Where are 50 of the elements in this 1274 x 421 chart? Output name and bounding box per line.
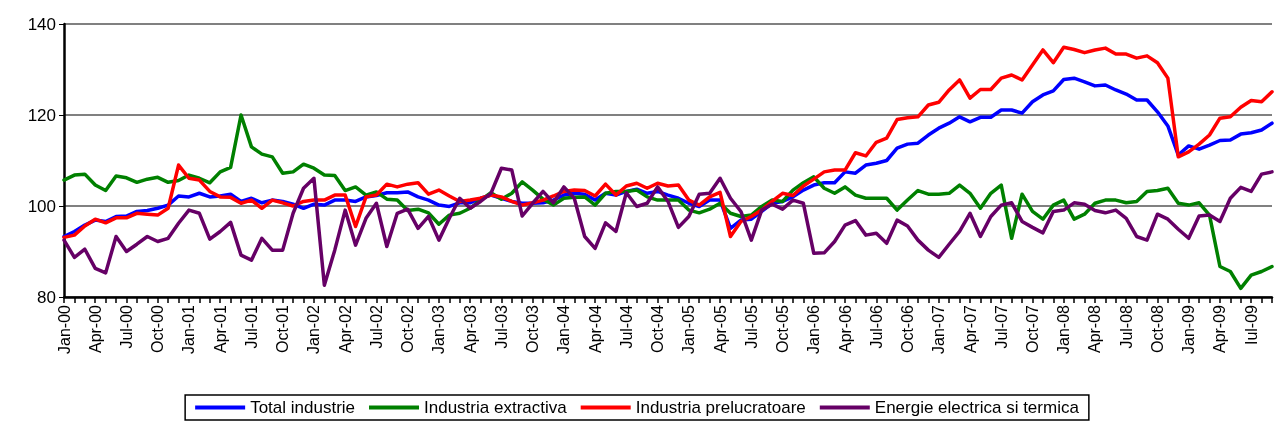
- x-tick-label: Jul-07: [992, 304, 1010, 349]
- y-tick-label: 140: [27, 14, 56, 34]
- legend-label: Industria extractiva: [424, 398, 568, 417]
- x-tick-label: Apr-06: [836, 304, 854, 354]
- y-tick-label: 100: [27, 196, 56, 216]
- x-tick-label: Jan-06: [805, 304, 823, 354]
- x-tick-label: Jan-05: [680, 304, 698, 354]
- x-tick-label: Jan-09: [1180, 304, 1198, 354]
- x-tick-label: Jan-01: [180, 304, 198, 354]
- x-tick-label: Oct-07: [1023, 304, 1041, 354]
- x-tick-label: Jul-02: [367, 304, 385, 349]
- x-tick-label: Oct-03: [524, 304, 542, 354]
- x-tick-label: Apr-00: [86, 304, 104, 354]
- x-tick-label: Jan-07: [930, 304, 948, 354]
- x-tick-label: Jan-08: [1055, 304, 1073, 354]
- x-tick-label: Apr-07: [961, 304, 979, 354]
- x-tick-label: Jul-05: [742, 304, 760, 349]
- x-tick-label: Apr-03: [461, 304, 479, 354]
- x-tick-label: Oct-04: [649, 304, 667, 354]
- x-tick-label: Jul-06: [867, 304, 885, 349]
- y-tick-label: 80: [37, 287, 56, 307]
- line-series: [62, 166, 1274, 287]
- x-tick-label: Oct-01: [274, 304, 292, 354]
- x-tick-label: Jan-02: [305, 304, 323, 354]
- x-tick-label: Oct-02: [399, 304, 417, 354]
- x-tick-label: Apr-04: [586, 304, 604, 354]
- x-tick-label: Jul-08: [1117, 304, 1135, 349]
- x-tick-label: Jan-04: [555, 304, 573, 354]
- x-tick-label: Jan-00: [55, 304, 73, 354]
- legend-label: Energie electrica si termica: [874, 398, 1080, 417]
- x-tick-label: Apr-08: [1086, 304, 1104, 354]
- y-tick-label: 120: [27, 105, 56, 125]
- x-tick-label: Jul-00: [117, 304, 135, 349]
- x-tick-label: Jan-03: [430, 304, 448, 354]
- x-tick-label: Jul-03: [492, 304, 510, 349]
- x-tick-label: Jul-04: [617, 304, 635, 349]
- x-tick-label: Iul-09: [1242, 304, 1260, 346]
- line-series: [62, 45, 1274, 240]
- x-tick-label: Oct-06: [899, 304, 917, 354]
- x-tick-label: Oct-00: [149, 304, 167, 354]
- x-tick-label: Oct-05: [774, 304, 792, 354]
- x-tick-label: Oct-08: [1148, 304, 1166, 354]
- x-tick-label: Apr-05: [711, 304, 729, 354]
- x-tick-label: Jul-01: [242, 304, 260, 349]
- line-series: [62, 113, 1274, 291]
- legend-label: Total industrie: [250, 398, 356, 417]
- x-tick-label: Apr-09: [1211, 304, 1229, 354]
- legend-label: Industria prelucratoare: [635, 398, 806, 417]
- x-tick-label: Apr-01: [211, 304, 229, 354]
- x-tick-label: Apr-02: [336, 304, 354, 354]
